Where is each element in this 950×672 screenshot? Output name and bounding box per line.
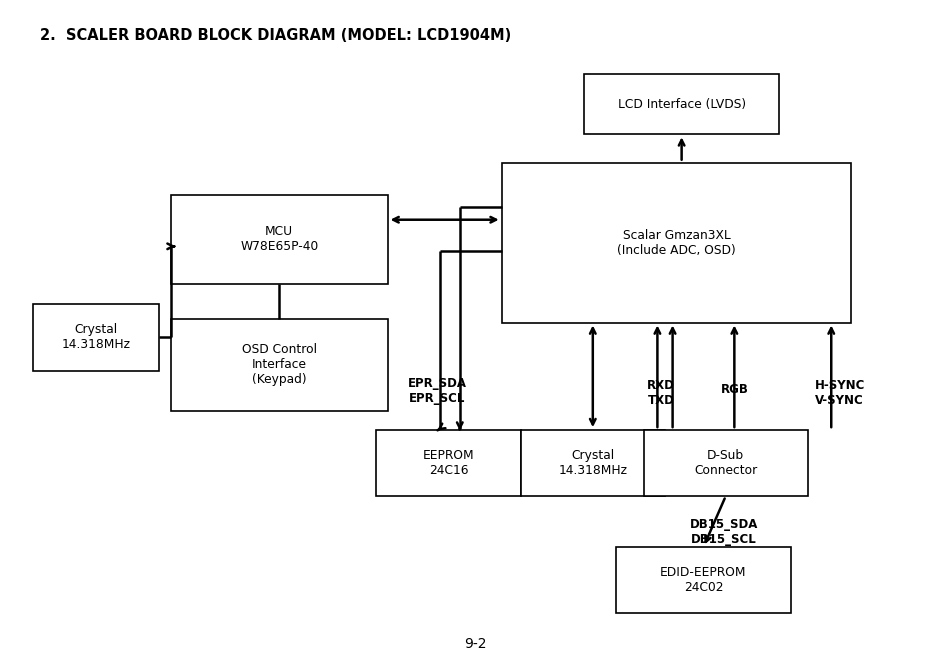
Text: RXD
TXD: RXD TXD [647,379,675,407]
Text: RGB: RGB [720,383,749,396]
Text: Crystal
14.318MHz: Crystal 14.318MHz [559,449,627,477]
Text: EEPROM
24C16: EEPROM 24C16 [423,449,474,477]
Text: 9-2: 9-2 [464,637,486,650]
Text: EPR_SDA
EPR_SCL: EPR_SDA EPR_SCL [408,377,466,405]
Text: EDID-EEPROM
24C02: EDID-EEPROM 24C02 [660,566,747,594]
Text: MCU
W78E65P-40: MCU W78E65P-40 [240,225,318,253]
Text: DB15_SDA
DB15_SCL: DB15_SDA DB15_SCL [690,518,758,546]
Bar [171,319,388,411]
Bar [521,430,665,496]
Bar [171,195,388,284]
Text: OSD Control
Interface
(Keypad): OSD Control Interface (Keypad) [242,343,316,386]
Text: D-Sub
Connector: D-Sub Connector [694,449,757,477]
Bar [584,74,779,134]
Bar [616,547,791,613]
Text: Crystal
14.318MHz: Crystal 14.318MHz [62,323,130,351]
Bar [33,304,159,371]
Text: 2.  SCALER BOARD BLOCK DIAGRAM (MODEL: LCD1904M): 2. SCALER BOARD BLOCK DIAGRAM (MODEL: LC… [40,28,511,43]
Bar [376,430,521,496]
Bar [644,430,808,496]
Text: Scalar Gmzan3XL
(Include ADC, OSD): Scalar Gmzan3XL (Include ADC, OSD) [618,228,735,257]
Text: H-SYNC
V-SYNC: H-SYNC V-SYNC [814,379,865,407]
Text: LCD Interface (LVDS): LCD Interface (LVDS) [618,97,746,111]
Bar [502,163,851,323]
